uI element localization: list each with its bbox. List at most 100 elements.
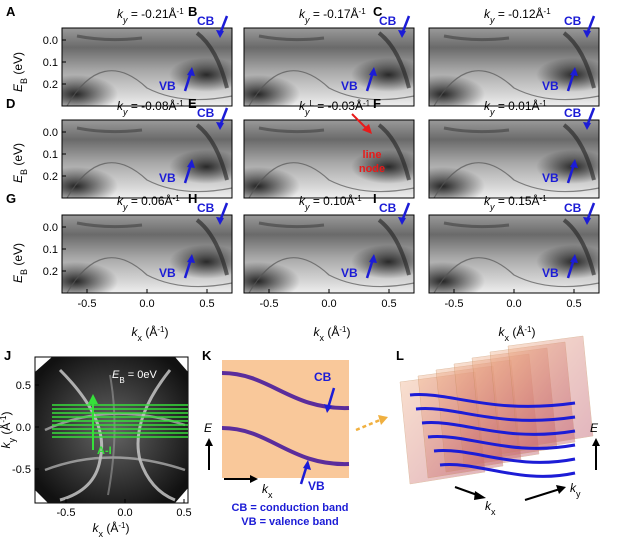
sheet [507,335,594,449]
panel-k: K CB VB E kx CB = conduction band VB = v… [202,348,388,528]
y-axis-label-row3: EB (eV) [11,243,29,283]
panel-frame [428,27,600,107]
panel-frame [243,27,415,107]
fermi-surface-map [35,357,188,503]
cb-label: CB [564,106,582,120]
panel-l: L E kx ky [396,335,600,517]
j-y-ticks: 0.5 0.0 -0.5 [12,380,39,476]
y-tick-label: 0.0 [43,35,58,47]
y-tick-label: 0.0 [43,222,58,234]
l-e-axis-label: E [590,421,599,435]
cb-label: CB [197,106,215,120]
ky-label: ky = 0.01Å-1 [484,98,547,117]
y-tick-label: 0.0 [43,127,58,139]
panel-label: C [373,4,383,19]
y-tick-label: 0.2 [43,266,58,278]
band-curve [421,421,576,436]
ky-label: ky = -0.17Å-1 [299,6,366,25]
cb-label: CB [197,201,215,215]
cb-label: CB [564,201,582,215]
panel-frame [243,119,415,199]
vb-label: VB [341,266,358,280]
panel-label-l: L [396,348,404,363]
j-y-axis-label: ky (Å-1) [0,412,17,449]
band-curve [439,463,576,478]
band-curve [433,449,576,464]
k-cb-label: CB [314,370,332,384]
cb-label: CB [197,14,215,28]
cut-lines [52,404,188,438]
legend-line-1: CB = conduction band [231,502,348,514]
cb-label: CB [379,201,397,215]
y-axis-label-row1: EB (eV) [11,52,29,92]
x-tick-label: -0.5 [78,298,97,310]
k-e-axis-label: E [204,421,213,435]
cb-label: CB [379,14,397,28]
y-tick-label: 0.2 [43,79,58,91]
x-axis-labels: kx (Å-1) kx (Å-1) kx (Å-1) [132,324,536,343]
valence-band-curve [221,426,350,467]
x-tick-label: -0.5 [260,298,279,310]
panel-frame [61,27,233,107]
panel-label: I [373,191,377,206]
dotted-arrow [355,418,381,432]
ky-label: ky = -0.21Å-1 [117,6,184,25]
x-tick-label: 0.5 [199,298,214,310]
vb-label: VB [159,79,176,93]
band-curve [415,407,576,422]
x-tick-label: 0.5 [566,298,581,310]
j-y-tick: 0.5 [16,380,31,392]
j-x-tick: -0.5 [57,507,76,519]
vb-label: VB [341,79,358,93]
panel-label: F [373,96,381,111]
ky-label: ky = 0.06Å-1 [117,193,180,212]
cut-arrowhead [88,394,98,404]
panel-frame [61,119,233,199]
panel-label: D [6,96,15,111]
schematic-background [222,360,349,478]
j-x-tick: 0.5 [176,507,191,519]
j-y-tick: 0.0 [16,422,31,434]
panel-j: J A-I EB = 0eV 0.5 0.0 -0.5 -0.5 0.0 0.5 ky … [0,348,192,537]
x-tick-label: 0.0 [506,298,521,310]
k-kx-axis-label: kx [262,482,273,500]
y-axis-label-row2: EB (eV) [11,143,29,183]
j-x-tick: 0.0 [117,507,132,519]
panel-label: G [6,191,16,206]
vb-label: VB [542,171,559,185]
y-tick-label: 0.1 [43,149,58,161]
ky-label: ky = -0.12Å-1 [484,6,551,25]
j-y-tick: -0.5 [12,464,31,476]
x-axis-label-1: kx (Å-1) [132,324,169,343]
line-node-label-1: line [363,149,382,161]
j-x-ticks: -0.5 0.0 0.5 [57,499,192,519]
legend-line-2: VB = valence band [241,516,339,528]
x-tick-label: 0.5 [381,298,396,310]
band-curve [409,393,576,408]
ky-label: ky = 0.15Å-1 [484,193,547,212]
ky-label: kyL = -0.03Å-1 [299,98,371,117]
band-curve [427,435,576,450]
x-tick-label: -0.5 [445,298,464,310]
y-axis-labels: EB (eV) EB (eV) EB (eV) [11,52,29,283]
panel-label: E [188,96,197,111]
x-axis-label-2: kx (Å-1) [314,324,351,343]
cut-label: A-I [97,445,112,457]
line-node-label-2: node [359,163,385,175]
x-axis-label-3: kx (Å-1) [499,324,536,343]
panel-label-j: J [4,348,11,363]
panel-frame [428,119,600,199]
x-tick-label: 0.0 [139,298,154,310]
panel-label: A [6,4,16,19]
panel-label-k: K [202,348,212,363]
